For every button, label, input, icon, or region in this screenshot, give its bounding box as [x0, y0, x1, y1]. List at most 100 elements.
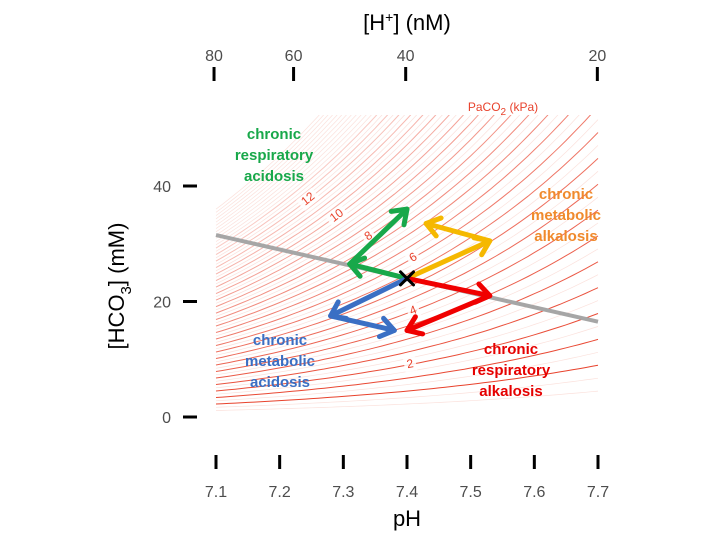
isopleth-line [215, 115, 530, 320]
isopleth-faint [215, 115, 338, 223]
y-tick-label: 40 [153, 179, 171, 196]
isopleth-faint [215, 115, 418, 272]
isopleth-line [215, 261, 599, 379]
isopleth-faint [215, 115, 472, 298]
isopleth-faint [215, 119, 599, 343]
x-tick-label: 7.5 [460, 484, 482, 501]
isopleth-faint [215, 115, 503, 311]
x-tick-label: 7.7 [587, 484, 609, 501]
arrow-head [377, 315, 397, 340]
region-label: chronic respiratory acidosis [235, 126, 314, 185]
isopleth-faint [215, 274, 599, 382]
isopleth-line [215, 115, 592, 340]
top-tick-label: 80 [205, 48, 223, 65]
isopleth-line [215, 115, 389, 256]
isopleth-faint [215, 115, 559, 330]
isopleth-faint [215, 115, 320, 210]
x-tick-label: 7.4 [396, 484, 418, 501]
x-tick-label: 7.3 [332, 484, 354, 501]
isopleth-line [215, 115, 412, 269]
top-tick-label: 20 [588, 48, 606, 65]
top-axis-title: [H+] (nM) [363, 9, 451, 35]
isopleth-faint [215, 377, 599, 408]
isopleth-line [215, 183, 599, 359]
y-axis-title: [HCO3] (mM) [104, 223, 135, 350]
isopleth-label-bg [404, 248, 423, 267]
arrow-head [423, 215, 444, 239]
isopleth-faint [215, 115, 347, 229]
isopleth-faint [215, 115, 487, 304]
isopleth-faint [215, 222, 599, 369]
axes [183, 67, 600, 469]
isopleth-faint [215, 115, 539, 324]
isopleth-faint [215, 115, 457, 291]
chart-text: 7.1 7.2 7.3 7.4 7.5 7.6 7.7 80 60 40 20 0 20 40 pH [H+]… [104, 9, 609, 531]
isopleth-line [215, 115, 495, 308]
y-tick-label: 20 [153, 295, 171, 312]
isopleth-label-bg [405, 302, 422, 320]
region-label: chronic metabolic alkalosis [531, 186, 601, 245]
isopleth-faint [215, 115, 372, 246]
isopleth-line [215, 115, 450, 288]
x-axis-title: pH [393, 506, 421, 531]
arrow-path [347, 206, 410, 281]
isopleth-line [215, 115, 424, 275]
isopleth-label-bg [296, 187, 321, 212]
isopleth-faint [215, 115, 362, 239]
y-tick-label: 0 [162, 410, 171, 427]
isopleth-line [215, 115, 479, 301]
arrow-chronic-respiratory-acidosis [347, 206, 410, 281]
isopleth-faint [215, 115, 343, 226]
isopleth-line [215, 115, 437, 282]
isopleth-line [215, 115, 378, 249]
isopleth-line [215, 115, 549, 327]
isopleth-line [215, 287, 599, 385]
normal-point-marker [399, 270, 415, 287]
isopleth-label-bg [324, 204, 350, 228]
arrow-chronic-metabolic-acidosis [328, 275, 410, 340]
isopleth-faint [215, 115, 383, 252]
isopleth-line [215, 338, 599, 398]
arrow-head [328, 299, 349, 321]
top-tick-label: 40 [397, 48, 415, 65]
top-tick-label: 60 [285, 48, 303, 65]
x-tick-label: 7.1 [205, 484, 227, 501]
arrow-chronic-metabolic-alkalosis [404, 215, 493, 281]
isopleth-label-bg [402, 356, 418, 373]
isopleth-faint [215, 115, 367, 242]
arrows [328, 206, 493, 340]
isopleth-faint [215, 351, 599, 402]
isopleth-line [215, 115, 569, 333]
isopleth-line [215, 115, 465, 295]
isopleth-line [215, 364, 599, 405]
arrow-chronic-respiratory-alkalosis [404, 275, 493, 337]
isopleth-line [215, 158, 599, 353]
isopleth-label: 4 [407, 302, 419, 318]
region-label: chronic respiratory alkalosis [472, 341, 551, 400]
arrow-head [388, 206, 410, 228]
arrow-head [347, 255, 368, 279]
isopleth-faint [215, 115, 430, 278]
isopleth-title: PaCO2 (kPa) [468, 100, 538, 118]
isopleth-faint [215, 115, 357, 236]
isopleth-faint [215, 115, 406, 265]
isopleth-faint [215, 115, 325, 213]
isopleth-faint [215, 171, 599, 356]
isopleth-faint [215, 115, 394, 259]
arrow-head [471, 235, 493, 258]
isopleth-faint [215, 115, 352, 233]
x-tick-label: 7.6 [523, 484, 545, 501]
isopleth-label: 2 [405, 356, 415, 371]
arrow-head [404, 314, 426, 337]
isopleth-line [215, 132, 599, 346]
region-label: chronic metabolic acidosis [245, 332, 315, 391]
isopleth-faint [215, 390, 599, 411]
arrow-head [472, 281, 493, 305]
isopleth-faint [215, 115, 329, 216]
x-tick-label: 7.2 [269, 484, 291, 501]
isopleth-faint [215, 115, 333, 220]
isopleth-line [215, 115, 400, 262]
